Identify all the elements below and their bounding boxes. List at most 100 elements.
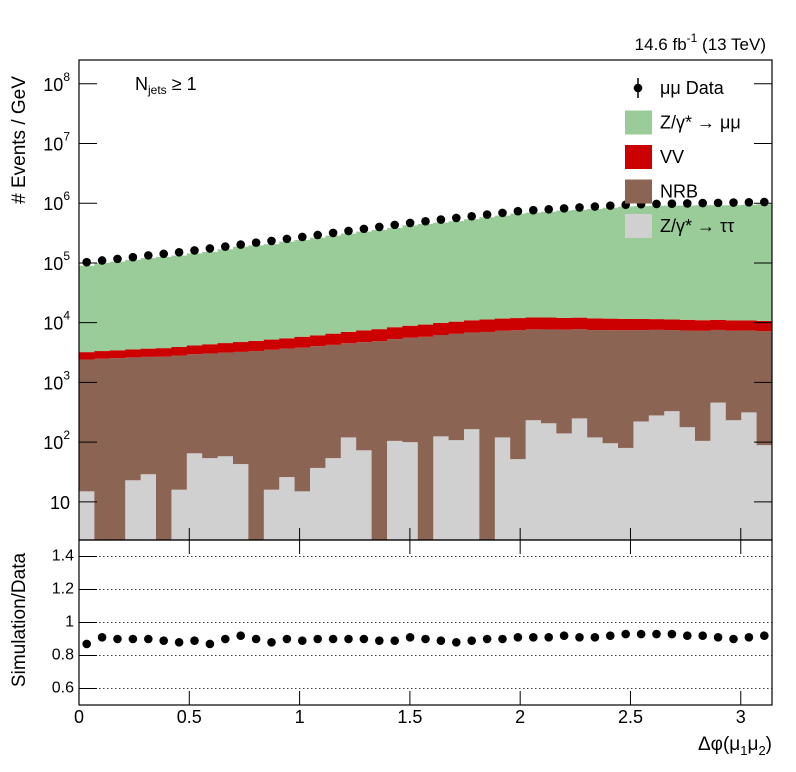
y-tick-label: 106 <box>43 189 70 214</box>
ratio-point <box>467 636 476 645</box>
bar <box>125 349 142 358</box>
y-tick-base: 10 <box>43 134 63 154</box>
legend-marker <box>633 83 643 93</box>
y-tick-label: 108 <box>43 70 70 95</box>
bar <box>371 329 388 342</box>
bar <box>217 456 234 540</box>
ratio-point <box>97 633 107 642</box>
legend-label: NRB <box>660 181 698 201</box>
y-tick-base: 10 <box>43 254 63 274</box>
ratio-point <box>436 636 446 645</box>
bar <box>571 317 588 330</box>
bar <box>186 453 203 540</box>
bar <box>356 450 373 540</box>
ratio-point <box>390 636 400 645</box>
bar <box>402 442 419 540</box>
ratio-point <box>529 633 538 642</box>
y-tick-label: 102 <box>43 428 70 453</box>
bar <box>494 330 511 438</box>
data-point <box>359 224 369 234</box>
bar <box>494 318 511 331</box>
legend-swatch <box>625 110 652 135</box>
data-point <box>82 257 91 267</box>
data-point <box>729 198 738 207</box>
bar <box>710 205 727 320</box>
y-tick-exponent: 7 <box>63 130 70 144</box>
bar <box>217 352 234 457</box>
annotation-cond: ≥ 1 <box>167 74 197 94</box>
data-point <box>405 218 415 228</box>
bar <box>479 319 496 332</box>
bar <box>310 346 326 468</box>
bar <box>125 259 142 350</box>
bar <box>402 325 419 338</box>
data-point <box>713 198 723 208</box>
bar <box>140 474 157 540</box>
bar <box>694 330 711 441</box>
bar <box>202 353 219 459</box>
bar <box>279 338 296 349</box>
annotation: Njets ≥ 1 <box>135 74 197 97</box>
lumi-exp: -1 <box>687 31 698 45</box>
data-point <box>575 203 584 212</box>
annotation-n: N <box>135 74 148 94</box>
ratio-point <box>498 634 507 644</box>
ratio-point <box>344 634 353 644</box>
xlabel-b: μ <box>747 734 758 755</box>
bar <box>310 237 326 336</box>
y-tick-base: 10 <box>43 373 63 393</box>
ratio-point <box>298 636 307 645</box>
bar <box>587 330 604 438</box>
bar <box>463 429 480 540</box>
y-tick-base: 10 <box>50 493 70 513</box>
ratio-point <box>544 633 553 642</box>
ratio-point <box>236 631 245 640</box>
data-point <box>220 242 230 251</box>
bar <box>648 319 665 330</box>
ratio-point <box>359 634 369 644</box>
data-point <box>436 215 446 224</box>
bar <box>694 440 711 540</box>
bar <box>756 320 773 332</box>
bar <box>602 443 619 540</box>
bar <box>541 317 557 330</box>
bar <box>618 447 634 540</box>
ratio-point <box>713 633 723 642</box>
bar <box>725 330 742 421</box>
ratio-point <box>451 638 461 647</box>
ratio-point <box>220 634 230 644</box>
bar <box>664 319 681 331</box>
bar <box>587 437 604 540</box>
data-point <box>682 199 692 208</box>
bar <box>648 329 665 416</box>
bar <box>232 342 249 352</box>
bar <box>125 357 142 481</box>
bar <box>294 347 311 492</box>
bar <box>217 249 234 344</box>
ratio-point <box>205 639 215 649</box>
ratio-point <box>128 634 138 644</box>
bar <box>248 245 265 341</box>
data-point <box>159 249 169 259</box>
bar <box>340 437 357 540</box>
data-point <box>313 230 322 240</box>
bar <box>402 337 419 443</box>
bar <box>156 356 172 540</box>
bar <box>571 209 588 318</box>
bar <box>140 348 157 357</box>
bar <box>571 418 588 540</box>
bar <box>171 355 188 490</box>
y-tick-base: 10 <box>43 75 63 95</box>
data-point <box>344 226 353 236</box>
ratio-point <box>667 629 677 639</box>
ratio-point <box>113 634 122 644</box>
bar <box>433 322 450 335</box>
bar <box>679 205 696 320</box>
bar <box>294 491 311 540</box>
lumi-energy: (13 TeV) <box>697 35 766 54</box>
bar <box>325 333 342 345</box>
data-point <box>298 232 307 242</box>
bar <box>541 423 557 540</box>
bar <box>356 342 373 451</box>
bar <box>294 336 311 348</box>
